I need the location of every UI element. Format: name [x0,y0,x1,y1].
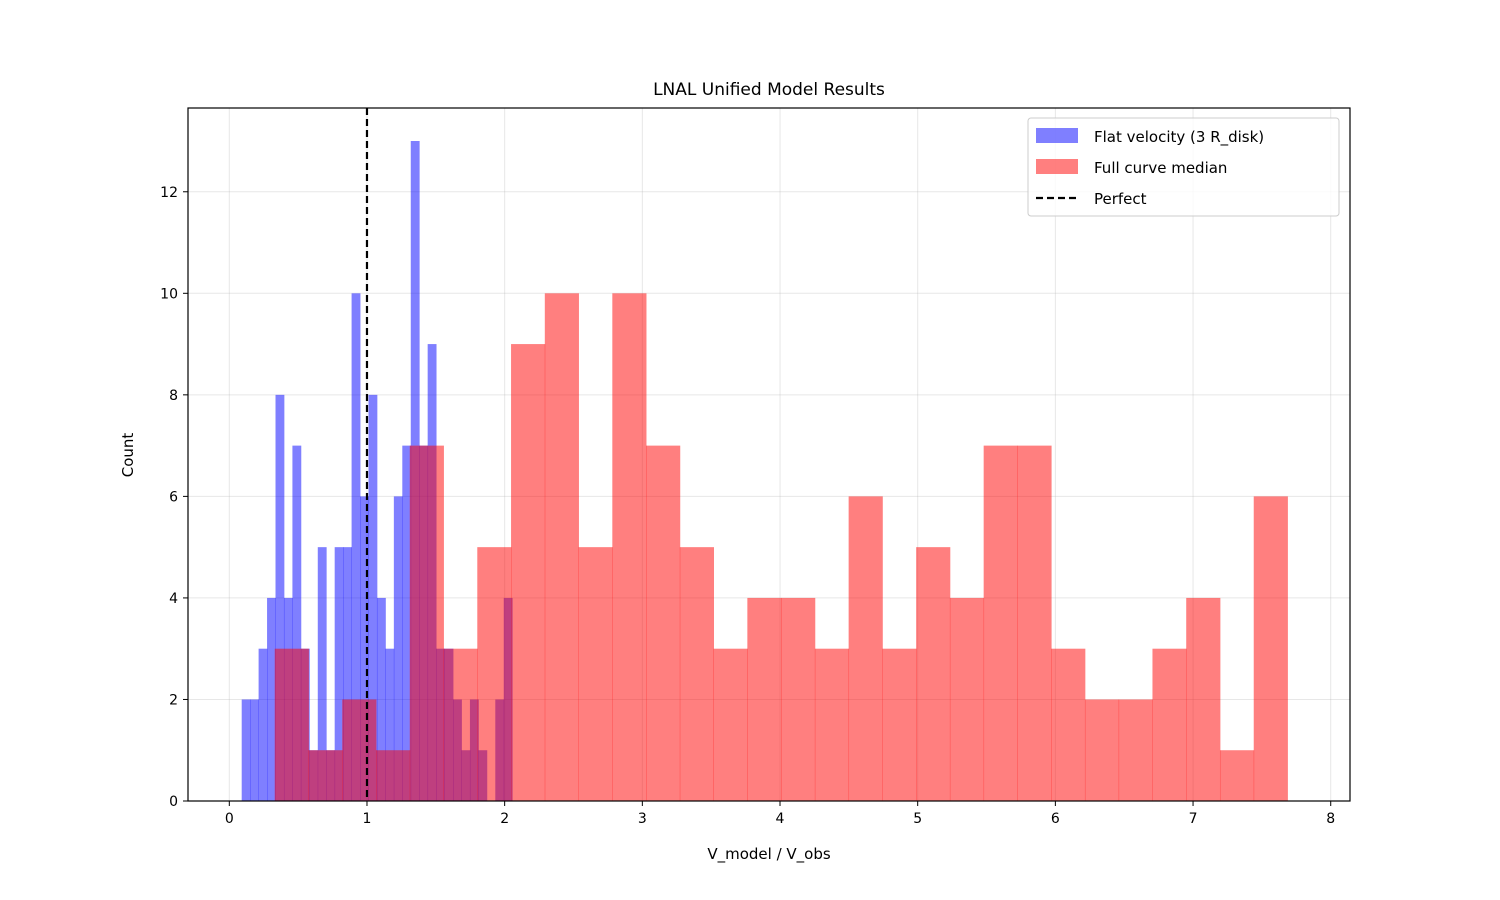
bar-flat-velocity [343,547,352,801]
bar-flat-velocity [267,597,276,801]
x-tick-label: 1 [363,811,372,827]
bar-full-curve-median [1118,699,1153,801]
bar-full-curve-median [848,496,883,801]
x-tick-label: 6 [1051,811,1060,827]
bar-full-curve-median [342,699,377,801]
bar-full-curve-median [1219,750,1255,801]
x-tick-label: 4 [776,811,785,827]
bar-full-curve-median [814,648,850,801]
bar-full-curve-median [1084,699,1120,801]
y-tick-label: 0 [169,794,178,810]
y-tick-label: 8 [169,388,178,404]
bar-full-curve-median [949,597,985,801]
plot-frame [187,107,1351,802]
bar-flat-velocity [351,293,361,801]
bar-flat-velocity [402,445,412,801]
bar-full-curve-median [1017,445,1052,801]
bar-flat-velocity [360,496,369,801]
legend-label-full-curve-median: Full curve median [1094,159,1227,177]
y-tick-label: 4 [169,591,178,607]
bar-flat-velocity [385,648,395,801]
bar-full-curve-median [477,547,512,801]
bar-full-curve-median [376,750,411,801]
bar-flat-velocity [250,699,260,801]
bar-full-curve-median [1051,648,1086,801]
y-tick-label: 12 [160,185,178,201]
bar-full-curve-median [409,445,444,801]
y-axis-label: Count [119,433,137,478]
bar-flat-velocity [275,394,285,801]
legend: Flat velocity (3 R_disk) Full curve medi… [1027,117,1340,217]
bar-full-curve-median [983,445,1018,801]
y-axis-ticks: 0 2 4 6 8 10 12 [160,185,188,810]
x-tick-label: 2 [500,811,509,827]
bar-full-curve-median [882,648,917,801]
bar-full-curve-median [511,344,546,801]
legend-label-flat-velocity: Flat velocity (3 R_disk) [1094,128,1264,147]
bar-full-curve-median [1253,496,1288,801]
bar-full-curve-median [544,293,579,801]
x-axis-ticks: 0 1 2 3 4 5 6 7 8 [225,801,1335,827]
x-tick-label: 5 [913,811,922,827]
bar-flat-velocity [241,699,251,801]
series-full-curve-median [274,293,1288,801]
x-tick-label: 7 [1189,811,1198,827]
bar-flat-velocity [368,394,378,801]
bar-full-curve-median [443,648,478,801]
bar-full-curve-median [1152,648,1187,801]
bar-full-curve-median [747,597,782,801]
legend-swatch-full-curve-median [1036,159,1078,174]
x-tick-label: 0 [225,811,234,827]
legend-label-perfect: Perfect [1094,190,1147,208]
bar-flat-velocity [292,445,302,801]
bar-full-curve-median [713,648,748,801]
x-axis-label: V_model / V_obs [707,845,831,864]
y-tick-label: 10 [160,286,178,302]
bar-full-curve-median [274,648,309,801]
bar-full-curve-median [308,750,343,801]
bar-flat-velocity [393,496,403,801]
x-tick-label: 3 [638,811,647,827]
legend-swatch-flat-velocity [1036,128,1078,143]
chart-title: LNAL Unified Model Results [653,80,885,100]
bar-full-curve-median [916,547,951,801]
bar-flat-velocity [334,547,344,801]
x-tick-label: 8 [1326,811,1335,827]
bar-full-curve-median [679,547,714,801]
bar-full-curve-median [1186,597,1221,801]
y-tick-label: 2 [169,692,178,708]
bar-flat-velocity [376,597,386,801]
y-tick-label: 6 [169,489,178,505]
bar-full-curve-median [781,597,816,801]
bar-full-curve-median [612,293,647,801]
bar-full-curve-median [646,445,681,801]
bar-full-curve-median [578,547,613,801]
bar-flat-velocity [258,648,268,801]
legend-box [1027,117,1340,217]
bar-flat-velocity [317,547,327,801]
